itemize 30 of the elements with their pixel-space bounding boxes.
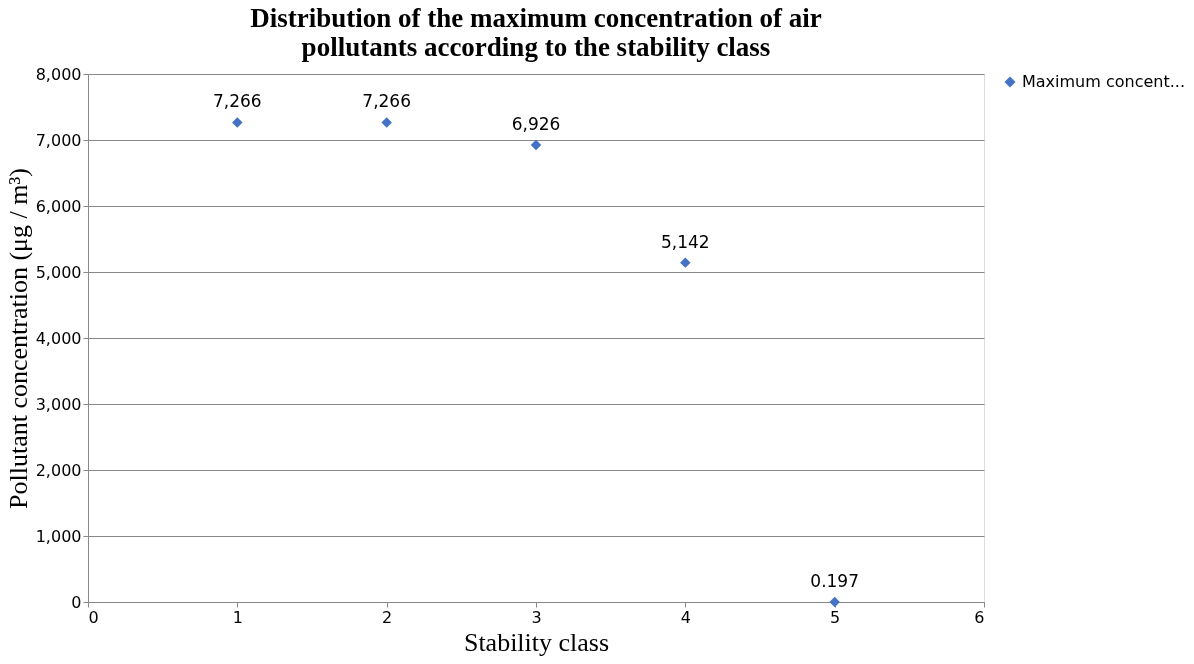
legend-label: Maximum concent... [1022, 72, 1185, 91]
data-label: 7,266 [362, 91, 411, 112]
data-label: 6,926 [511, 113, 561, 134]
y-tick-label: 2,000 [35, 460, 82, 480]
x-tick-label: 1 [232, 607, 243, 627]
y-tick-label: 1,000 [35, 526, 82, 546]
point [232, 117, 243, 128]
point [530, 139, 542, 151]
x-tick-label: 4 [680, 607, 691, 627]
x-tick-label: 0 [88, 607, 99, 627]
data-label: 0.197 [810, 570, 859, 591]
y-axis-title: Pollutant concentration (μg / m³) [3, 168, 33, 509]
y-tick-label: 3,000 [35, 394, 82, 414]
y-tick-label: 5,000 [35, 262, 82, 282]
y-tick-label: 8,000 [35, 64, 82, 84]
data-label: 5,142 [661, 231, 710, 252]
point [829, 596, 840, 608]
x-tick-label: 5 [830, 607, 841, 627]
x-axis-title: Stability class [463, 627, 610, 657]
x-tick-label: 3 [531, 607, 542, 627]
y-tick-label: 7,000 [35, 130, 82, 150]
point [680, 257, 691, 268]
y-tick-label: 6,000 [35, 196, 82, 216]
y-tick-label: 0 [71, 592, 82, 612]
y-tick-label: 4,000 [35, 328, 82, 348]
chart-title: Distribution of the maximum concentration of air pollutants according to the stability class [250, 3, 822, 62]
x-tick-label: 6 [974, 607, 985, 627]
x-tick-label: 2 [382, 607, 393, 627]
data-label: 7,266 [213, 91, 262, 112]
point [381, 117, 392, 128]
